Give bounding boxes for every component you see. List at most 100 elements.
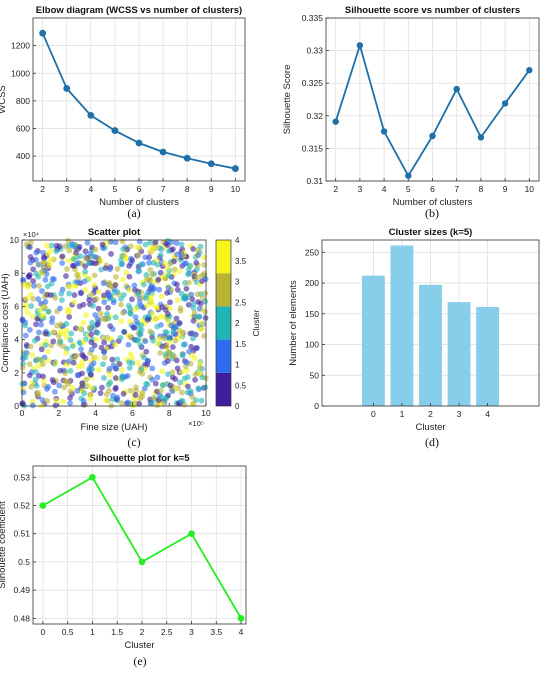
data-point	[158, 387, 164, 394]
x-tick-label: 8	[167, 408, 172, 418]
chart-title: Cluster sizes (k=5)	[389, 227, 473, 238]
data-point	[137, 369, 143, 375]
data-point	[83, 312, 89, 318]
x-tick-label: 4	[485, 409, 490, 419]
data-point	[77, 326, 84, 333]
data-point	[237, 615, 245, 622]
data-point	[157, 269, 164, 276]
data-point	[132, 392, 139, 398]
data-point	[138, 261, 144, 268]
y-tick-label: 50	[310, 370, 320, 380]
data-point	[155, 336, 162, 343]
data-point	[405, 172, 412, 179]
colorbar: 0 0.5 1 1.5 2 2.5 3 3.5 4 Cluster	[215, 236, 261, 411]
data-point	[44, 242, 50, 249]
data-point	[64, 266, 70, 272]
data-point	[66, 307, 73, 314]
data-point	[165, 317, 171, 324]
data-point	[174, 297, 181, 303]
y-tick-label: 10	[10, 235, 20, 245]
data-point	[332, 118, 339, 125]
chart-4: Cluster sizes (k=5) Cluster Number of elem…	[288, 227, 540, 433]
data-point	[171, 266, 178, 273]
data-point	[71, 292, 78, 298]
data-point	[156, 286, 163, 293]
data-point	[141, 385, 148, 392]
data-point	[158, 293, 165, 300]
data-point	[157, 252, 164, 258]
data-point	[174, 281, 180, 288]
data-point	[81, 390, 88, 397]
data-point	[168, 322, 175, 329]
data-point	[148, 301, 155, 307]
y-tick-label: 0.325	[302, 78, 324, 88]
data-point	[198, 320, 205, 327]
y-tick-label: 0.49	[13, 585, 30, 595]
y-tick-label: 250	[305, 247, 319, 257]
data-point	[159, 382, 166, 389]
data-point	[149, 365, 156, 372]
data-point	[123, 269, 130, 276]
data-point	[80, 339, 87, 345]
data-point	[101, 354, 108, 361]
data-point	[195, 252, 202, 259]
x-tick-label: 3.5	[210, 627, 222, 637]
data-point	[30, 295, 37, 302]
data-point	[190, 335, 196, 342]
data-point	[174, 251, 180, 258]
data-point	[26, 372, 33, 379]
data-point	[32, 369, 39, 375]
data-point	[164, 358, 171, 364]
data-point	[116, 361, 123, 367]
data-point	[42, 342, 49, 348]
data-point	[146, 259, 152, 266]
data-point	[80, 398, 87, 404]
data-point	[100, 361, 106, 368]
data-point	[101, 375, 107, 381]
data-point	[48, 319, 55, 326]
x-tick-label: 2	[140, 627, 145, 637]
x-tick-label: 9	[503, 184, 508, 194]
data-point	[117, 334, 124, 341]
data-point	[196, 314, 203, 320]
x-tick-label: 4	[88, 184, 93, 194]
data-point	[42, 276, 49, 283]
data-point	[66, 242, 73, 249]
data-point	[66, 290, 73, 297]
colorbar-tick-label: 1.5	[235, 340, 247, 349]
data-point	[100, 280, 107, 287]
data-point	[126, 273, 133, 280]
data-point	[207, 160, 215, 168]
data-point	[188, 291, 195, 298]
data-point	[199, 374, 206, 381]
x-tick-label: 7	[454, 184, 459, 194]
colorbar-tick-label: 4	[235, 236, 240, 245]
data-point	[477, 134, 485, 141]
data-point	[73, 352, 80, 359]
data-point	[164, 265, 171, 272]
x-axis-label: Cluster	[124, 640, 154, 651]
data-point	[71, 299, 78, 306]
data-point	[90, 360, 97, 366]
chart-1: Elbow diagram (WCSS vs number of cluster…	[0, 5, 246, 208]
data-point	[181, 260, 188, 267]
data-point	[45, 384, 52, 390]
data-point	[143, 380, 150, 387]
data-point	[152, 239, 159, 246]
x-axis-label: Cluster	[415, 422, 445, 433]
data-point	[95, 305, 102, 312]
data-point	[161, 260, 168, 267]
data-point	[95, 366, 102, 373]
data-point	[36, 329, 42, 336]
data-point	[50, 379, 57, 386]
data-point	[74, 272, 81, 278]
data-point	[429, 132, 436, 140]
data-point	[120, 292, 127, 298]
data-point	[114, 266, 121, 272]
data-point	[202, 384, 209, 391]
data-point	[43, 330, 49, 337]
data-point	[125, 341, 132, 348]
colorbar-tick-label: 0	[235, 402, 240, 411]
data-point	[153, 304, 160, 311]
scatter-points	[19, 237, 209, 409]
